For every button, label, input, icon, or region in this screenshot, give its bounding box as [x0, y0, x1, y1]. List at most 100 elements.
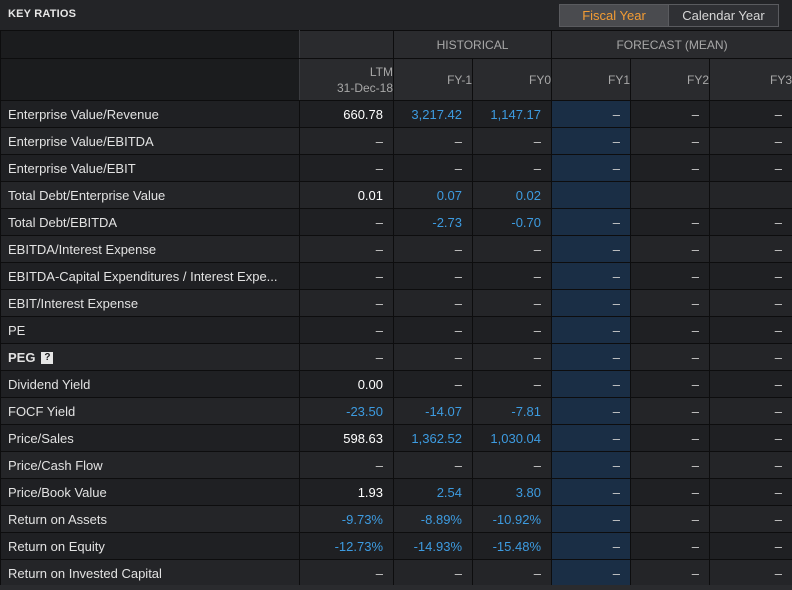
ratio-label-text: Total Debt/Enterprise Value	[8, 187, 166, 203]
ratio-label-text: Total Debt/EBITDA	[8, 214, 118, 230]
ratio-value-cell: –	[551, 451, 632, 479]
ratio-label: Total Debt/Enterprise Value	[0, 181, 300, 209]
ratio-value-cell: -14.93%	[393, 532, 473, 560]
ratio-value-cell: 2.54	[393, 478, 473, 506]
ratio-value-cell: –	[551, 532, 632, 560]
ratio-value-cell: –	[709, 316, 792, 344]
ratio-label-text: Enterprise Value/EBITDA	[8, 133, 154, 149]
ratio-label-text: FOCF Yield	[8, 403, 76, 419]
ratio-label-text: Enterprise Value/EBIT	[8, 160, 136, 176]
ratio-label: Price/Sales	[0, 424, 300, 452]
ratio-value-cell: –	[709, 559, 792, 587]
column-header-fy-1: FY-1	[393, 58, 473, 101]
ratio-value-cell: 660.78	[299, 100, 394, 128]
table-row: Price/Book Value 1.93 2.54 3.80– – –	[0, 478, 792, 506]
ratio-label-text: Return on Equity	[8, 538, 105, 554]
ratio-value-cell: –	[709, 127, 792, 155]
ratio-value-cell: –	[551, 208, 632, 236]
ratio-value-cell: –	[551, 289, 632, 317]
ratio-value-cell: 3,217.42	[393, 100, 473, 128]
header-blank-cell	[0, 30, 300, 59]
ratio-value-cell: –	[471, 235, 553, 263]
ratio-label-text: Price/Sales	[8, 430, 74, 446]
ratio-label-text: EBITDA-Capital Expenditures / Interest E…	[8, 268, 278, 284]
ratio-value-cell	[630, 181, 711, 209]
forecast-group-header: FORECAST (MEAN)	[551, 30, 792, 59]
header-blank-cell-2	[0, 58, 300, 101]
header-ltm-group-cell	[299, 30, 394, 59]
ratio-label: Return on Invested Capital	[0, 559, 300, 587]
ltm-date: 31-Dec-18	[336, 80, 393, 95]
fiscal-year-button[interactable]: Fiscal Year	[560, 5, 668, 26]
ratio-label: Enterprise Value/EBITDA	[0, 127, 300, 155]
ratio-label-text: EBIT/Interest Expense	[8, 295, 139, 311]
ratio-value-cell: 3.80	[471, 478, 553, 506]
ratio-value-cell	[709, 181, 792, 209]
ratio-label: PEG?	[0, 343, 300, 371]
ratio-value-cell: –	[551, 559, 632, 587]
ratio-value-cell: –	[393, 235, 473, 263]
ratio-value-cell: –	[551, 343, 632, 371]
ratio-value-cell: –	[630, 262, 711, 290]
key-ratios-table: HISTORICAL FORECAST (MEAN) LTM 31-Dec-18…	[0, 30, 792, 587]
ratio-value-cell: –	[709, 505, 792, 533]
ratio-value-cell: 1,030.04	[471, 424, 553, 452]
ratio-value-cell: –	[393, 559, 473, 587]
ratio-value-cell: -7.81	[471, 397, 553, 425]
ratio-value-cell: 0.02	[471, 181, 553, 209]
table-row: Enterprise Value/Revenue 660.78 3,217.42 1,…	[0, 100, 792, 128]
table-row: EBITDA/Interest Expense – – – – – –	[0, 235, 792, 263]
table-row: Return on Equity -12.73% -14.93% -15.48% – – –	[0, 532, 792, 560]
ratio-value-cell: –	[630, 154, 711, 182]
ratio-value-cell: –	[393, 127, 473, 155]
ratio-value-cell: -0.70	[471, 208, 553, 236]
ratio-value-cell: –	[709, 370, 792, 398]
table-row: Enterprise Value/EBITDA – – – – – –	[0, 127, 792, 155]
ratio-value-cell: –	[709, 235, 792, 263]
ratio-value-cell: –	[299, 154, 394, 182]
question-mark-icon[interactable]: ?	[41, 352, 54, 365]
ratio-value-cell: –	[299, 208, 394, 236]
column-header-fy3: FY3	[709, 58, 792, 101]
ratio-value-cell: –	[630, 343, 711, 371]
ratio-label: Dividend Yield	[0, 370, 300, 398]
ratio-value-cell: –	[471, 289, 553, 317]
ratio-value-cell: –	[471, 262, 553, 290]
ratio-value-cell: –	[299, 289, 394, 317]
ratio-value-cell: –	[630, 451, 711, 479]
ratio-value-cell: -14.07	[393, 397, 473, 425]
ratio-label-text: Return on Assets	[8, 511, 107, 527]
ratio-value-cell: –	[630, 505, 711, 533]
ratio-label-text: Price/Book Value	[8, 484, 107, 500]
ratio-value-cell: –	[551, 424, 632, 452]
ratio-value-cell: –	[299, 262, 394, 290]
ratio-value-cell: –	[299, 343, 394, 371]
ratio-value-cell: –	[709, 532, 792, 560]
table-row: EBIT/Interest Expense – – – – – –	[0, 289, 792, 317]
ratio-value-cell: –	[630, 370, 711, 398]
period-toggle[interactable]: Fiscal Year Calendar Year	[559, 4, 779, 27]
column-header-fy1: FY1	[551, 58, 632, 101]
ratio-value-cell: –	[709, 154, 792, 182]
ratio-value-cell: –	[630, 289, 711, 317]
ratio-value-cell: –	[630, 208, 711, 236]
ratio-label-text: Price/Cash Flow	[8, 457, 103, 473]
ratio-label: Enterprise Value/EBIT	[0, 154, 300, 182]
calendar-year-button[interactable]: Calendar Year	[668, 5, 778, 26]
ratio-value-cell: –	[299, 316, 394, 344]
ltm-label: LTM	[369, 64, 393, 79]
ratio-label: FOCF Yield	[0, 397, 300, 425]
ratio-value-cell: -9.73%	[299, 505, 394, 533]
ratio-value-cell: –	[709, 262, 792, 290]
ratio-value-cell: –	[630, 532, 711, 560]
ratio-value-cell: –	[471, 316, 553, 344]
ratio-label-text: Return on Invested Capital	[8, 565, 162, 581]
ratio-label: PE	[0, 316, 300, 344]
ratio-value-cell: –	[630, 478, 711, 506]
ratio-value-cell: –	[471, 343, 553, 371]
panel-title: KEY RATIOS	[8, 8, 77, 20]
panel-header: KEY RATIOS Fiscal Year Calendar Year	[0, 0, 792, 31]
ratio-value-cell: –	[551, 478, 632, 506]
ratio-value-cell: –	[471, 451, 553, 479]
ratio-value-cell: –	[630, 397, 711, 425]
